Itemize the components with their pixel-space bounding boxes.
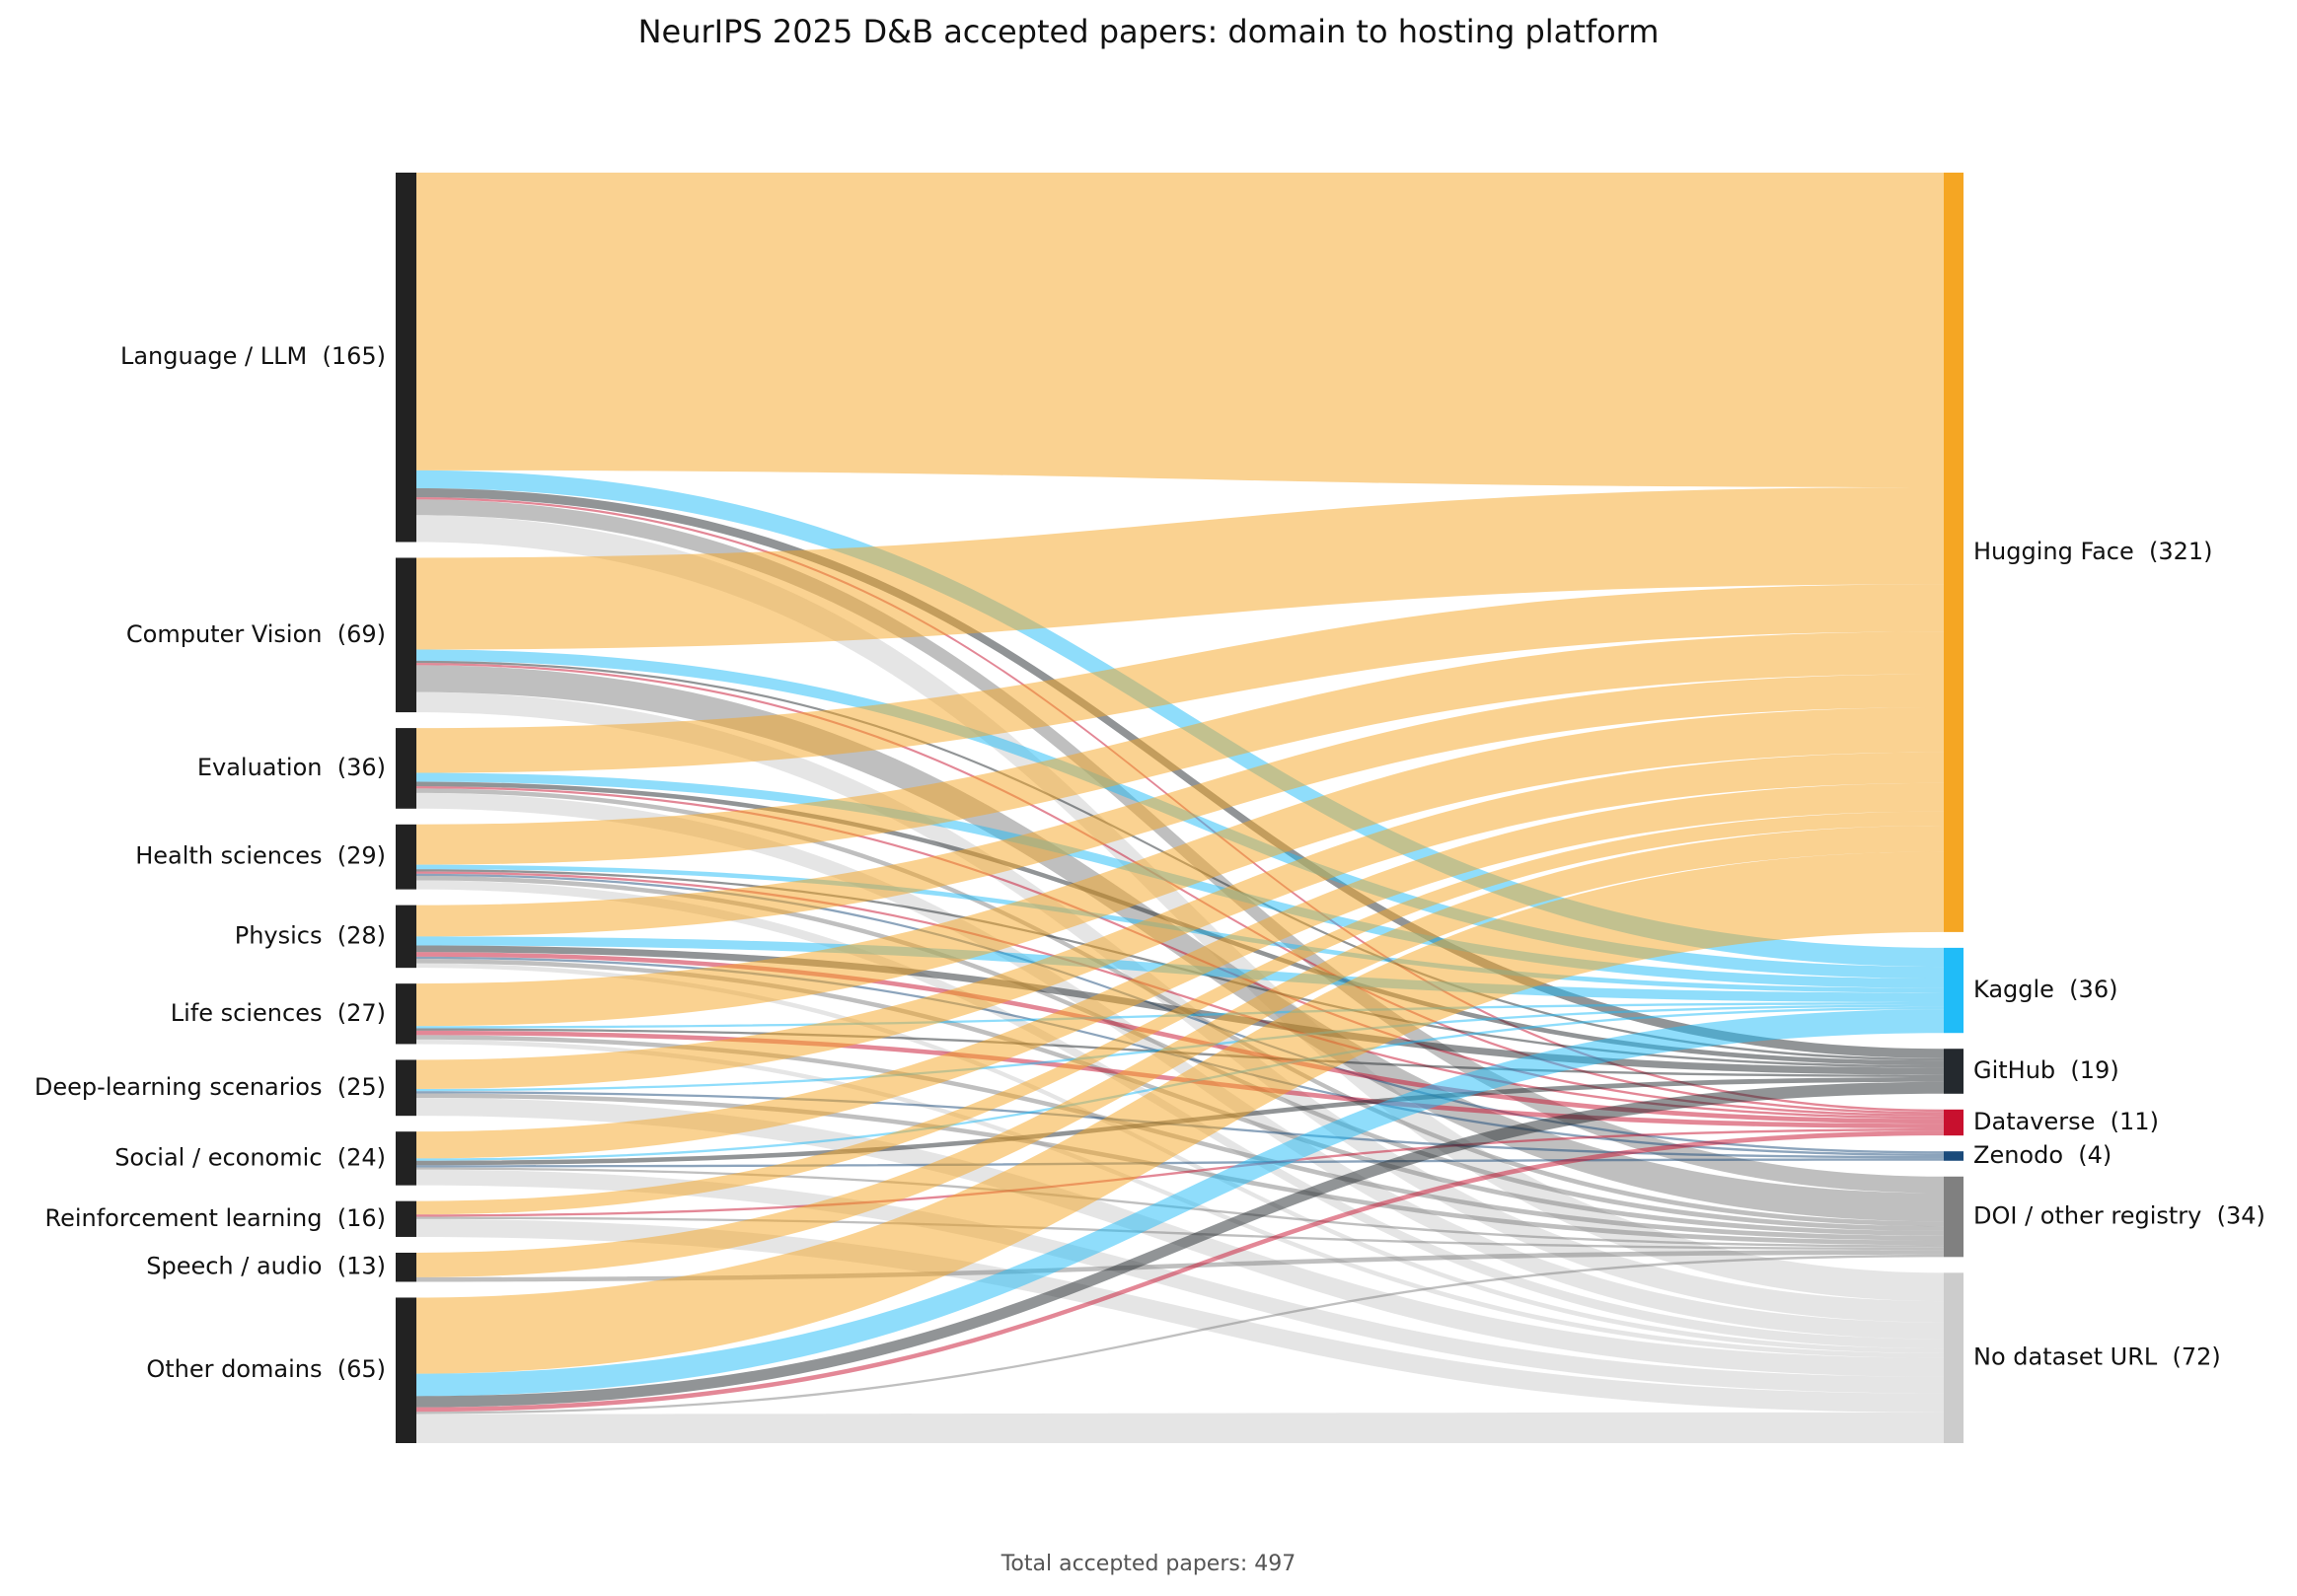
source-node [396, 728, 416, 809]
flow [416, 674, 1944, 937]
flow [416, 1009, 1944, 1397]
flow [416, 1250, 1944, 1282]
source-node [396, 557, 416, 713]
flow [416, 1169, 1944, 1394]
source-node [396, 905, 416, 969]
source-label: Other domains (65) [146, 1355, 386, 1383]
flow [416, 1081, 1944, 1408]
flow [416, 782, 1944, 1159]
source-label: Health sciences (29) [135, 842, 386, 870]
flow [416, 707, 1944, 1027]
nodes: Language / LLM (165) Computer Vision (69)… [35, 173, 2265, 1443]
flow [416, 1130, 1944, 1413]
flow [416, 470, 1944, 968]
source-node [396, 1200, 416, 1237]
source-label: Evaluation (36) [197, 754, 386, 781]
target-node [1944, 1109, 1964, 1136]
flow [416, 631, 1944, 865]
flow [416, 752, 1944, 1089]
source-node [396, 824, 416, 890]
flow [416, 584, 1944, 773]
source-node [396, 173, 416, 543]
source-label: Reinforcement learning (16) [44, 1204, 386, 1232]
source-label: Deep-learning scenarios (25) [35, 1073, 386, 1101]
target-label: No dataset URL (72) [1973, 1343, 2221, 1371]
target-label: DOI / other registry (34) [1973, 1202, 2265, 1230]
target-node [1944, 1151, 1964, 1161]
flow [416, 1127, 1944, 1217]
flow [416, 486, 1944, 650]
flow [416, 1218, 1944, 1413]
source-node [396, 1297, 416, 1443]
flow [416, 665, 1944, 1222]
target-node [1944, 947, 1964, 1034]
target-label: Zenodo (4) [1973, 1141, 2112, 1169]
source-label: Computer Vision (69) [126, 620, 386, 648]
target-label: Hugging Face (321) [1973, 538, 2213, 565]
chart-title: NeurIPS 2025 D&B accepted papers: domain… [638, 13, 1660, 50]
flow [416, 963, 1944, 1353]
target-node [1944, 1176, 1964, 1258]
source-label: Life sciences (27) [171, 999, 386, 1027]
flow [416, 825, 1944, 1277]
target-label: Kaggle (36) [1973, 976, 2117, 1003]
flows [416, 173, 1944, 1443]
target-node [1944, 1272, 1964, 1443]
flow [416, 792, 1944, 1340]
flow [416, 1216, 1944, 1251]
target-label: Dataverse (11) [1973, 1108, 2159, 1135]
source-node [396, 1131, 416, 1186]
flow [416, 811, 1944, 1215]
target-node [1944, 1049, 1964, 1094]
flow [416, 173, 1944, 487]
source-node [396, 1059, 416, 1117]
source-node [396, 983, 416, 1045]
source-label: Speech / audio (13) [146, 1253, 386, 1280]
flow [416, 1254, 1944, 1415]
flow [416, 1412, 1944, 1443]
source-label: Social / economic (24) [114, 1143, 386, 1171]
source-label: Language / LLM (165) [120, 342, 386, 370]
source-label: Physics (28) [235, 921, 386, 949]
target-node [1944, 173, 1964, 932]
target-label: GitHub (19) [1973, 1056, 2119, 1084]
footer: Total accepted papers: 497 [1000, 1552, 1297, 1576]
flow [416, 851, 1944, 1374]
flow [416, 786, 1944, 1117]
flow [416, 488, 1944, 1058]
flow [416, 871, 1944, 1120]
flow [416, 952, 1944, 1124]
source-node [396, 1252, 416, 1282]
flow [416, 1098, 1944, 1377]
flow [416, 1093, 1944, 1246]
